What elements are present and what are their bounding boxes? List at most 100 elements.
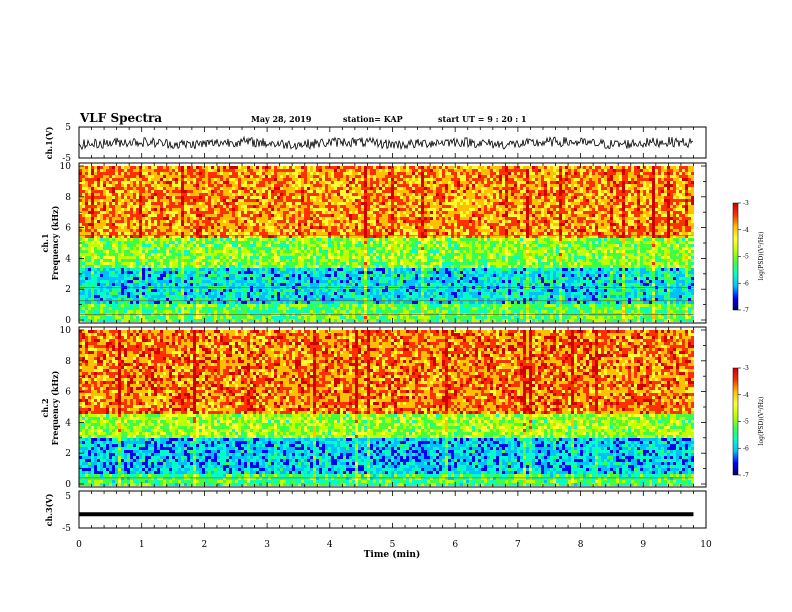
spectrogram-cell: [85, 223, 88, 226]
spectrogram-cell: [142, 178, 145, 181]
spectrogram-cell: [112, 274, 115, 277]
spectrogram-cell: [211, 262, 214, 265]
spectrogram-cell: [94, 175, 97, 178]
spectrogram-cell: [298, 298, 301, 301]
spectrogram-cell: [322, 175, 325, 178]
spectrogram-cell: [79, 205, 82, 208]
spectrogram-cell: [103, 274, 106, 277]
spectrogram-cell: [133, 229, 136, 232]
spectrogram-cell: [130, 205, 133, 208]
spectrogram-cell: [241, 244, 244, 247]
spectrogram-cell: [199, 232, 202, 235]
spectrogram-cell: [283, 283, 286, 286]
spectrogram-cell: [238, 190, 241, 193]
spectrogram-cell: [100, 289, 103, 292]
spectrogram-cell: [280, 283, 283, 286]
spectrogram-cell: [313, 217, 316, 220]
spectrogram-cell: [145, 205, 148, 208]
spectrogram-cell: [196, 259, 199, 262]
spectrogram-cell: [226, 238, 229, 241]
spectrogram-cell: [214, 262, 217, 265]
spectrogram-cell: [190, 217, 193, 220]
spectrogram-cell: [313, 292, 316, 295]
spectrogram-cell: [349, 283, 352, 286]
spectrogram-cell: [175, 187, 178, 190]
spectrogram-cell: [109, 166, 112, 169]
spectrogram-cell: [307, 220, 310, 223]
spectrogram-cell: [313, 184, 316, 187]
spectrogram-cell: [349, 247, 352, 250]
spectrogram-cell: [349, 190, 352, 193]
spectrogram-cell: [238, 283, 241, 286]
spectrogram-cell: [193, 199, 196, 202]
spectrogram-cell: [202, 187, 205, 190]
spectrogram-cell: [103, 214, 106, 217]
spectrogram-cell: [157, 223, 160, 226]
spectrogram-cell: [241, 181, 244, 184]
spectrogram-cell: [235, 301, 238, 304]
spectrogram-cell: [121, 190, 124, 193]
spectrogram-cell: [223, 205, 226, 208]
spectrogram-cell: [208, 274, 211, 277]
spectrogram-cell: [346, 235, 349, 238]
spectrogram-cell: [130, 259, 133, 262]
spectrogram-cell: [112, 181, 115, 184]
spectrogram-cell: [319, 319, 322, 322]
spectrogram-cell: [316, 226, 319, 229]
spectrogram-cell: [313, 223, 316, 226]
spectrogram-cell: [220, 202, 223, 205]
spectrogram-cell: [82, 241, 85, 244]
spectrogram-cell: [148, 232, 151, 235]
spectrogram-cell: [259, 229, 262, 232]
spectrogram-cell: [184, 187, 187, 190]
spectrogram-cell: [232, 250, 235, 253]
spectrogram-cell: [316, 277, 319, 280]
spectrogram-cell: [193, 316, 196, 319]
spectrogram-cell: [301, 316, 304, 319]
spectrogram-cell: [199, 229, 202, 232]
spectrogram-cell: [247, 223, 250, 226]
spectrogram-cell: [283, 184, 286, 187]
spectrogram-cell: [106, 223, 109, 226]
spectrogram-cell: [172, 196, 175, 199]
spectrogram-cell: [103, 283, 106, 286]
spectrogram-cell: [169, 205, 172, 208]
spectrogram-cell: [259, 274, 262, 277]
spectrogram-cell: [106, 244, 109, 247]
spectrogram-cell: [241, 271, 244, 274]
spectrogram-cell: [157, 220, 160, 223]
spectrogram-cell: [295, 298, 298, 301]
spectrogram-cell: [277, 274, 280, 277]
spectrogram-cell: [232, 268, 235, 271]
spectrogram-cell: [319, 289, 322, 292]
spectrogram-cell: [157, 193, 160, 196]
spectrogram-cell: [238, 238, 241, 241]
spectrogram-cell: [328, 229, 331, 232]
spectrogram-cell: [103, 238, 106, 241]
spectrogram-cell: [301, 172, 304, 175]
spectrogram-cell: [292, 220, 295, 223]
spectrogram-cell: [217, 178, 220, 181]
spectrogram-cell: [298, 283, 301, 286]
spectrogram-cell: [265, 202, 268, 205]
spectrogram-cell: [262, 238, 265, 241]
spectrogram-cell: [232, 244, 235, 247]
spectrogram-cell: [241, 205, 244, 208]
spectrogram-cell: [247, 208, 250, 211]
spectrogram-cell: [316, 250, 319, 253]
spectrogram-cell: [184, 295, 187, 298]
spectrogram-cell: [343, 247, 346, 250]
spectrogram-cell: [337, 187, 340, 190]
spectrogram-cell: [307, 226, 310, 229]
spectrogram-cell: [124, 253, 127, 256]
spectrogram-cell: [163, 226, 166, 229]
spectrogram-cell: [205, 277, 208, 280]
spectrogram-cell: [259, 235, 262, 238]
spectrogram-cell: [142, 211, 145, 214]
spectrogram-cell: [259, 232, 262, 235]
spectrogram-cell: [169, 226, 172, 229]
spectrogram-cell: [259, 184, 262, 187]
spectrogram-cell: [286, 187, 289, 190]
spectrogram-cell: [247, 298, 250, 301]
spectrogram-cell: [94, 268, 97, 271]
